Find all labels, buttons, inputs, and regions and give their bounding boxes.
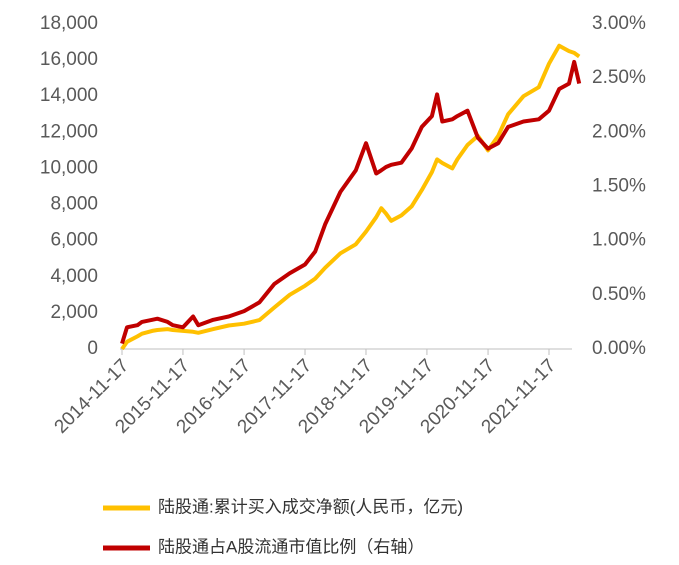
- y-tick-label: 18,000: [40, 13, 98, 34]
- y-tick-label: 0: [87, 338, 98, 359]
- y-tick-label: 14,000: [40, 85, 98, 106]
- series-line: [120, 59, 582, 345]
- y2-tick-label: 1.00%: [592, 230, 646, 251]
- y2-tick-label: 1.50%: [592, 176, 646, 197]
- y2-tick-label: 0.00%: [592, 338, 646, 359]
- y-tick-label: 12,000: [40, 121, 98, 142]
- y-tick-label: 6,000: [50, 230, 98, 251]
- y2-tick-label: 2.00%: [592, 121, 646, 142]
- y2-tick-label: 0.50%: [592, 284, 646, 305]
- series-line: [120, 43, 581, 351]
- legend-label: 陆股通占A股流通市值比例（右轴）: [158, 537, 424, 556]
- y-tick-label: 2,000: [50, 302, 98, 323]
- y-tick-label: 4,000: [50, 266, 98, 287]
- y2-tick-label: 3.00%: [592, 13, 646, 34]
- legend-label: 陆股通:累计买入成交净额(人民币，亿元): [158, 497, 463, 516]
- y-tick-label: 8,000: [50, 194, 98, 215]
- y-tick-label: 16,000: [40, 49, 98, 70]
- y-tick-label: 10,000: [40, 157, 98, 178]
- y2-tick-label: 2.50%: [592, 67, 646, 88]
